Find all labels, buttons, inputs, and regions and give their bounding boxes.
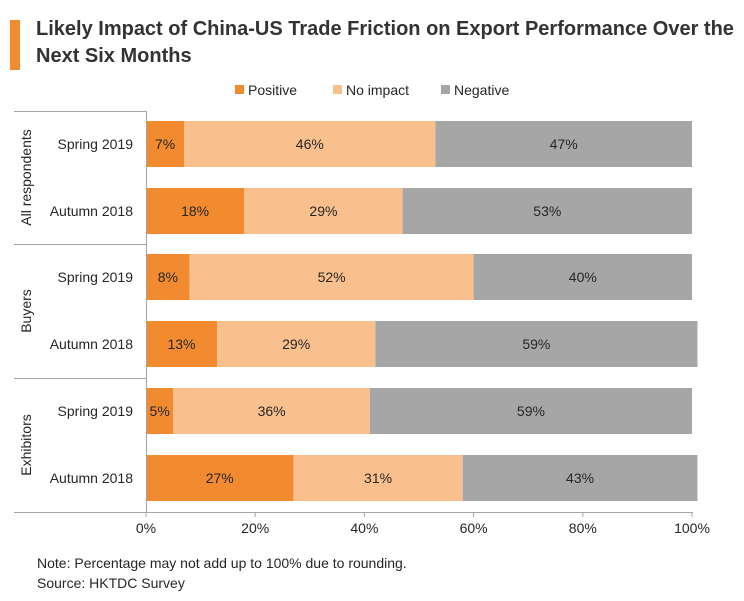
category-label-5: Autumn 2018	[50, 470, 133, 486]
group-label-1: Buyers	[18, 289, 34, 333]
x-tick-label-5: 100%	[674, 520, 710, 536]
data-label-r0-s2: 47%	[550, 136, 578, 152]
bar-r1-s0	[146, 188, 245, 234]
bar-r1-s1	[244, 188, 403, 234]
x-tick-label-2: 40%	[350, 520, 378, 536]
bar-r0-s2	[435, 121, 692, 167]
bar-r1-s2	[402, 188, 692, 234]
data-label-r3-s1: 29%	[282, 336, 310, 352]
category-label-4: Spring 2019	[57, 403, 133, 419]
data-label-r3-s0: 13%	[167, 336, 195, 352]
category-label-0: Spring 2019	[57, 136, 133, 152]
bar-r3-s2	[375, 321, 698, 367]
legend-label-2: Negative	[454, 82, 509, 98]
bar-r5-s0	[146, 455, 294, 501]
data-label-r5-s2: 43%	[566, 470, 594, 486]
category-label-1: Autumn 2018	[50, 203, 133, 219]
data-label-r1-s2: 53%	[533, 203, 561, 219]
data-label-r2-s0: 8%	[158, 269, 178, 285]
legend-label-0: Positive	[248, 82, 297, 98]
data-label-r1-s1: 29%	[309, 203, 337, 219]
stacked-bar-chart: Positive No impact Negative 7% 46% 47% 18% 29% 5…	[14, 82, 710, 536]
data-label-r4-s2: 59%	[517, 403, 545, 419]
data-label-r5-s0: 27%	[206, 470, 234, 486]
bar-r2-s2	[473, 254, 692, 300]
bar-r4-s1	[173, 388, 370, 434]
data-label-r5-s1: 31%	[364, 470, 392, 486]
category-label-2: Spring 2019	[57, 269, 133, 285]
data-label-r1-s0: 18%	[181, 203, 209, 219]
bar-r5-s2	[462, 455, 698, 501]
data-label-r4-s1: 36%	[258, 403, 286, 419]
source-text: Source: HKTDC Survey	[37, 575, 185, 591]
group-label-0: All respondents	[18, 129, 34, 226]
chart-title: Likely Impact of China-US Trade Friction…	[36, 18, 734, 67]
data-label-r0-s0: 7%	[155, 136, 175, 152]
data-label-r3-s2: 59%	[522, 336, 550, 352]
bar-r5-s1	[293, 455, 463, 501]
data-label-r2-s2: 40%	[569, 269, 597, 285]
bar-r2-s1	[189, 254, 474, 300]
bar-r0-s0	[146, 121, 185, 167]
data-label-r2-s1: 52%	[318, 269, 346, 285]
title-accent-bar	[10, 20, 20, 70]
legend-swatch-2	[441, 85, 450, 94]
category-label-3: Autumn 2018	[50, 336, 133, 352]
legend-swatch-1	[333, 85, 342, 94]
bar-r3-s1	[216, 321, 376, 367]
data-label-r4-s0: 5%	[150, 403, 170, 419]
note-text: Note: Percentage may not add up to 100% …	[37, 555, 407, 571]
legend-swatch-0	[235, 85, 244, 94]
bar-r4-s0	[146, 388, 174, 434]
bar-r2-s0	[146, 254, 190, 300]
footnotes: Note: Percentage may not add up to 100% …	[37, 553, 407, 593]
bar-r0-s1	[184, 121, 436, 167]
x-tick-label-1: 20%	[241, 520, 269, 536]
bar-r4-s2	[369, 388, 692, 434]
x-tick-label-0: 0%	[136, 520, 156, 536]
legend-label-1: No impact	[346, 82, 409, 98]
data-label-r0-s1: 46%	[296, 136, 324, 152]
bar-r3-s0	[146, 321, 217, 367]
x-tick-label-3: 60%	[460, 520, 488, 536]
group-label-2: Exhibitors	[18, 414, 34, 475]
x-tick-label-4: 80%	[569, 520, 597, 536]
